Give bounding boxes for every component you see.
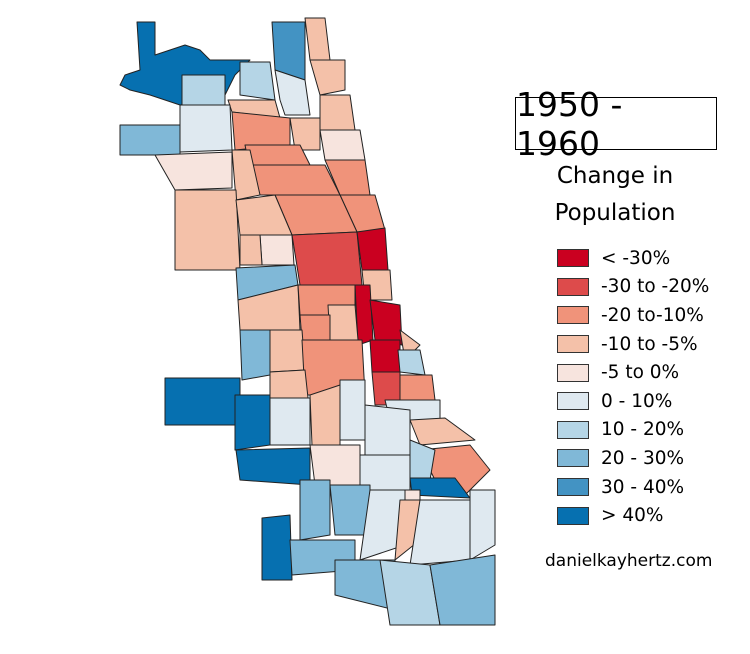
community-area — [397, 349, 426, 376]
legend-swatch — [557, 306, 589, 325]
community-area — [399, 374, 436, 401]
community-area — [119, 124, 181, 156]
community-area — [329, 484, 371, 536]
legend-label: > 40% — [601, 505, 664, 527]
community-area — [239, 234, 263, 266]
legend-label: 20 - 30% — [601, 447, 685, 469]
community-area — [181, 74, 226, 106]
legend-item: 10 - 20% — [557, 416, 709, 445]
legend-swatch — [557, 478, 589, 497]
legend-item: -5 to 0% — [557, 358, 709, 387]
community-area — [309, 59, 346, 96]
legend-item: > 40% — [557, 501, 709, 530]
legend-title-line1: Change in — [556, 163, 674, 189]
legend-label: -30 to -20% — [601, 276, 710, 298]
map-title: 1950 - 1960 — [515, 85, 717, 163]
legend-item: -10 to -5% — [557, 330, 709, 359]
community-area — [327, 304, 359, 341]
community-area — [231, 111, 291, 151]
legend-swatch — [557, 277, 589, 296]
community-area — [339, 379, 366, 441]
legend-title-line2: Population — [554, 200, 676, 226]
community-area — [304, 17, 331, 61]
legend-swatch — [557, 363, 589, 382]
community-area — [269, 329, 306, 373]
community-area — [429, 554, 496, 626]
community-area — [249, 164, 341, 196]
community-area — [299, 314, 331, 341]
legend-swatch — [557, 506, 589, 525]
community-area — [409, 499, 471, 566]
legend-label: < -30% — [601, 247, 671, 269]
legend-swatch — [557, 449, 589, 468]
community-area — [299, 479, 331, 541]
legend-label: -10 to -5% — [601, 333, 698, 355]
legend-label: 0 - 10% — [601, 390, 673, 412]
community-area — [239, 61, 276, 101]
legend-item: 20 - 30% — [557, 444, 709, 473]
community-area — [469, 489, 496, 561]
community-area — [309, 384, 341, 446]
community-area — [291, 231, 363, 286]
legend-label: -20 to-10% — [601, 304, 704, 326]
community-area — [234, 394, 271, 451]
legend-swatch — [557, 335, 589, 354]
community-area — [309, 444, 361, 486]
community-area — [259, 234, 295, 266]
legend-item: < -30% — [557, 244, 709, 273]
community-area — [404, 489, 421, 501]
legend: < -30% -30 to -20% -20 to-10% -10 to -5%… — [557, 244, 709, 530]
legend-swatch — [557, 392, 589, 411]
community-area — [231, 149, 261, 201]
credit-text: danielkayhertz.com — [545, 551, 713, 571]
community-area — [409, 417, 476, 446]
community-area — [289, 117, 321, 151]
legend-label: -5 to 0% — [601, 362, 680, 384]
community-area — [235, 447, 311, 486]
community-area — [174, 189, 241, 271]
community-area — [261, 514, 293, 581]
legend-label: 30 - 40% — [601, 476, 685, 498]
community-area — [319, 94, 356, 131]
community-area — [274, 69, 311, 116]
legend-swatch — [557, 420, 589, 439]
legend-item: -20 to-10% — [557, 301, 709, 330]
community-area — [369, 339, 401, 373]
community-area — [269, 369, 309, 399]
community-area — [419, 444, 491, 496]
community-area — [179, 104, 233, 153]
legend-item: 0 - 10% — [557, 387, 709, 416]
legend-item: 30 - 40% — [557, 473, 709, 502]
community-area — [369, 299, 403, 346]
community-area — [356, 227, 389, 271]
community-area — [239, 329, 271, 381]
community-area — [409, 439, 436, 481]
legend-swatch — [557, 249, 589, 268]
community-area — [269, 397, 311, 446]
legend-item: -30 to -20% — [557, 273, 709, 302]
community-area — [164, 377, 241, 426]
community-area — [319, 129, 366, 161]
legend-label: 10 - 20% — [601, 419, 685, 441]
community-area — [154, 151, 233, 191]
community-area — [364, 404, 411, 456]
